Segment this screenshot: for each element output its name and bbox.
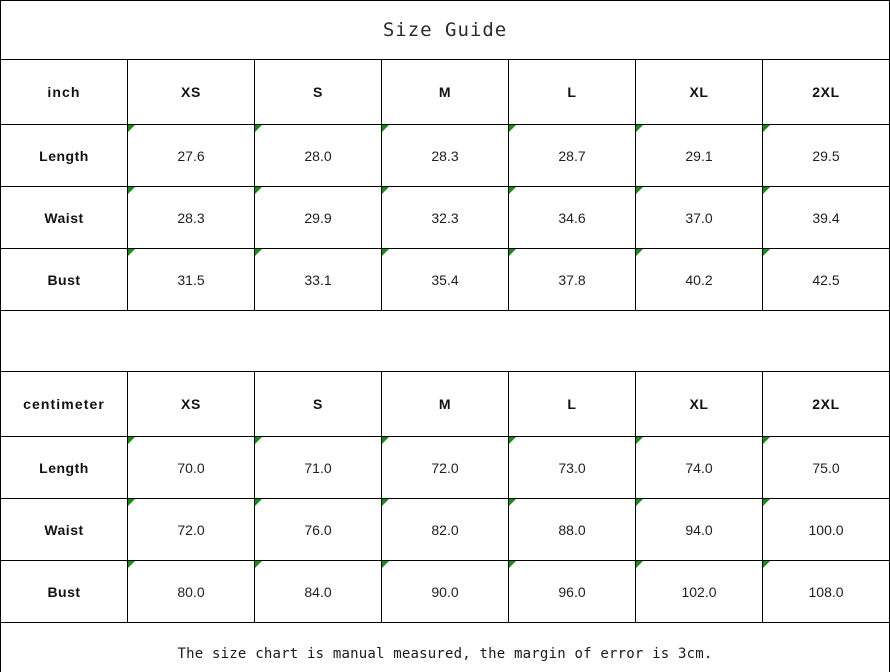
cm-row-bust: Bust 80.0 84.0 90.0 96.0 102.0 108.0 xyxy=(0,560,890,623)
cm-bust-s: 84.0 xyxy=(254,560,382,623)
cm-waist-xs: 72.0 xyxy=(127,498,255,561)
inch-length-2xl: 29.5 xyxy=(761,124,890,187)
inch-length-xl: 29.1 xyxy=(635,124,763,187)
cm-size-header-2xl: 2XL xyxy=(761,371,890,437)
inch-size-header-s: S xyxy=(254,59,382,125)
cm-waist-2xl: 100.0 xyxy=(761,498,890,561)
inch-row-label-waist: Waist xyxy=(0,186,128,249)
cm-row-label-length: Length xyxy=(0,436,128,499)
inch-row-label-bust: Bust xyxy=(0,248,128,311)
inch-row-waist: Waist 28.3 29.9 32.3 34.6 37.0 39.4 xyxy=(0,186,890,249)
inch-length-xs: 27.6 xyxy=(127,124,255,187)
cm-bust-l: 96.0 xyxy=(508,560,636,623)
cm-length-2xl: 75.0 xyxy=(761,436,890,499)
inch-size-header-xl: XL xyxy=(635,59,763,125)
inch-row-label-length: Length xyxy=(0,124,128,187)
inch-waist-xs: 28.3 xyxy=(127,186,255,249)
cm-row-length: Length 70.0 71.0 72.0 73.0 74.0 75.0 xyxy=(0,436,890,499)
cm-length-m: 72.0 xyxy=(381,436,509,499)
inch-length-m: 28.3 xyxy=(381,124,509,187)
inch-bust-xs: 31.5 xyxy=(127,248,255,311)
table-separator-row xyxy=(0,310,890,372)
cm-row-waist: Waist 72.0 76.0 82.0 88.0 94.0 100.0 xyxy=(0,498,890,561)
inch-size-header-2xl: 2XL xyxy=(761,59,890,125)
cm-unit-label: centimeter xyxy=(0,371,128,437)
inch-waist-xl: 37.0 xyxy=(635,186,763,249)
inch-length-s: 28.0 xyxy=(254,124,382,187)
inch-bust-l: 37.8 xyxy=(508,248,636,311)
footer-note-row: The size chart is manual measured, the m… xyxy=(0,622,890,672)
footer-note-cell: The size chart is manual measured, the m… xyxy=(0,622,890,672)
table-separator-cell xyxy=(0,310,890,372)
cm-size-header-m: M xyxy=(381,371,509,437)
inch-waist-2xl: 39.4 xyxy=(761,186,890,249)
inch-size-header-m: M xyxy=(381,59,509,125)
inch-length-l: 28.7 xyxy=(508,124,636,187)
inch-unit-label: inch xyxy=(0,59,128,125)
title-cell: Size Guide xyxy=(0,0,890,60)
cm-waist-m: 82.0 xyxy=(381,498,509,561)
measurement-disclaimer: The size chart is manual measured, the m… xyxy=(177,645,713,662)
inch-bust-xl: 40.2 xyxy=(635,248,763,311)
cm-row-label-waist: Waist xyxy=(0,498,128,561)
cm-length-l: 73.0 xyxy=(508,436,636,499)
cm-size-header-s: S xyxy=(254,371,382,437)
cm-waist-s: 76.0 xyxy=(254,498,382,561)
inch-row-bust: Bust 31.5 33.1 35.4 37.8 40.2 42.5 xyxy=(0,248,890,311)
cm-bust-xl: 102.0 xyxy=(635,560,763,623)
cm-bust-xs: 80.0 xyxy=(127,560,255,623)
cm-bust-2xl: 108.0 xyxy=(761,560,890,623)
title-row: Size Guide xyxy=(0,0,890,60)
inch-size-header-xs: XS xyxy=(127,59,255,125)
cm-size-header-l: L xyxy=(508,371,636,437)
cm-length-xl: 74.0 xyxy=(635,436,763,499)
inch-size-header-l: L xyxy=(508,59,636,125)
page-title: Size Guide xyxy=(382,18,508,41)
inch-header-row: inch XS S M L XL 2XL xyxy=(0,59,890,125)
cm-length-s: 71.0 xyxy=(254,436,382,499)
inch-waist-l: 34.6 xyxy=(508,186,636,249)
cm-bust-m: 90.0 xyxy=(381,560,509,623)
inch-row-length: Length 27.6 28.0 28.3 28.7 29.1 29.5 xyxy=(0,124,890,187)
inch-bust-m: 35.4 xyxy=(381,248,509,311)
inch-bust-s: 33.1 xyxy=(254,248,382,311)
cm-waist-xl: 94.0 xyxy=(635,498,763,561)
cm-length-xs: 70.0 xyxy=(127,436,255,499)
cm-row-label-bust: Bust xyxy=(0,560,128,623)
cm-header-row: centimeter XS S M L XL 2XL xyxy=(0,371,890,437)
inch-waist-s: 29.9 xyxy=(254,186,382,249)
cm-size-header-xl: XL xyxy=(635,371,763,437)
cm-size-header-xs: XS xyxy=(127,371,255,437)
inch-bust-2xl: 42.5 xyxy=(761,248,890,311)
cm-waist-l: 88.0 xyxy=(508,498,636,561)
inch-waist-m: 32.3 xyxy=(381,186,509,249)
